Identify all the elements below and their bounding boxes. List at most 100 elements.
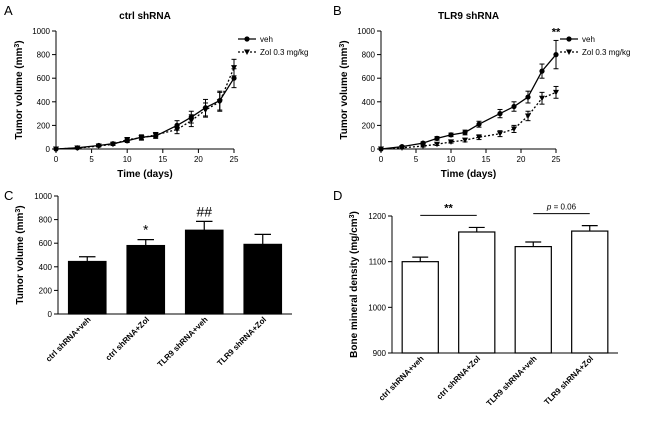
- y-tick-label: 1100: [369, 258, 387, 267]
- panel-letter-a: A: [4, 3, 13, 18]
- x-category-label: ctrl shRNA+veh: [377, 354, 426, 403]
- legend-entry: veh: [582, 35, 595, 44]
- x-category-label: ctrl shRNA+veh: [44, 315, 93, 364]
- legend-marker: [566, 49, 572, 55]
- data-point-zol: [53, 146, 59, 152]
- data-point-veh: [511, 103, 517, 110]
- y-tick-label: 200: [39, 286, 53, 295]
- data-point-zol: [420, 143, 426, 150]
- y-tick-label: 400: [362, 98, 376, 107]
- y-axis-label: Tumor volume (mm3): [15, 205, 27, 304]
- y-tick-label: 600: [39, 239, 53, 248]
- significance-annotation: ##: [196, 203, 212, 219]
- bar: [514, 245, 552, 354]
- x-category-label: TLR9 shRNA+Zol: [215, 315, 268, 368]
- bar: [458, 231, 496, 354]
- series-veh-line: [380, 54, 557, 150]
- y-tick-label: 1000: [368, 303, 386, 312]
- data-point-zol: [74, 145, 81, 152]
- x-tick-label: 15: [482, 155, 491, 164]
- data-point-zol: [138, 135, 145, 141]
- bar: [243, 243, 283, 315]
- y-tick-label: 0: [48, 310, 53, 319]
- panel-a-line-chart: 0 200 400 600 800 1000 0 5 10 15 20 25 ctrl shRNA Tim…: [14, 11, 309, 180]
- y-tick-label: 600: [37, 74, 51, 83]
- y-tick-label: 800: [37, 51, 51, 60]
- data-point-zol: [448, 139, 454, 145]
- x-axis-label: Time (days): [117, 169, 172, 180]
- x-category-label: TLR9 shRNA+Zol: [542, 354, 595, 407]
- chart-title: TLR9 shRNA: [438, 11, 499, 22]
- x-axis-label: Time (days): [441, 169, 496, 180]
- data-point-veh: [434, 135, 440, 141]
- y-tick-label: 400: [39, 263, 53, 272]
- y-tick-label: 1000: [357, 27, 375, 36]
- x-category-label: ctrl shRNA+Zol: [435, 354, 482, 401]
- data-point-zol: [95, 143, 102, 150]
- data-point-zol: [434, 141, 440, 148]
- data-point-zol: [152, 132, 159, 138]
- x-tick-label: 0: [54, 155, 59, 164]
- x-tick-label: 15: [158, 155, 167, 164]
- panel-letter-b: B: [333, 3, 342, 18]
- y-tick-label: 200: [362, 121, 376, 130]
- x-tick-label: 25: [230, 155, 239, 164]
- data-point-zol: [476, 134, 482, 141]
- legend-marker: [566, 36, 572, 42]
- bar: [184, 229, 224, 315]
- series-zol-line: [380, 91, 557, 150]
- x-tick-label: 10: [123, 155, 132, 164]
- data-point-veh: [539, 68, 545, 74]
- x-tick-label: 25: [552, 155, 561, 164]
- y-axis-label: Tumor volume (mm3): [14, 40, 26, 139]
- y-tick-label: 400: [37, 98, 51, 107]
- data-point-zol: [188, 118, 195, 124]
- x-tick-label: 5: [414, 155, 419, 164]
- x-category-label: ctrl shRNA+Zol: [104, 315, 151, 362]
- data-point-zol: [497, 131, 503, 137]
- legend-entry: Zol 0.3 mg/kg: [582, 48, 630, 57]
- legend-entry: Zol 0.3 mg/kg: [260, 48, 308, 57]
- significance-annotation: **: [444, 202, 453, 214]
- chart-title: ctrl shRNA: [119, 11, 171, 22]
- bar: [126, 244, 166, 315]
- panel-c-bar-chart: 0 200 400 600 800 1000 Tumor volume (mm3) ctrl …: [15, 192, 292, 369]
- y-tick-label: 900: [373, 349, 387, 358]
- y-tick-label: 800: [362, 51, 376, 60]
- bar: [67, 260, 107, 315]
- y-tick-label: 0: [371, 145, 376, 154]
- data-point-zol: [399, 145, 405, 151]
- data-point-veh: [462, 129, 468, 136]
- x-tick-label: 0: [379, 155, 384, 164]
- data-point-zol: [525, 113, 531, 119]
- data-point-zol: [462, 137, 468, 144]
- y-tick-label: 1200: [368, 212, 386, 221]
- x-tick-label: 10: [447, 155, 456, 164]
- data-point-veh: [231, 75, 237, 81]
- y-tick-label: 200: [37, 121, 51, 130]
- significance-annotation: **: [552, 26, 561, 38]
- y-tick-label: 600: [362, 74, 376, 83]
- y-tick-label: 0: [46, 145, 51, 154]
- data-point-veh: [497, 111, 503, 117]
- data-point-zol: [124, 137, 131, 143]
- legend-marker: [244, 36, 250, 42]
- data-point-veh: [553, 52, 559, 58]
- panel-d-bar-chart: 900 1000 1100 1200 Bone mineral density (mg/…: [349, 202, 618, 408]
- data-point-veh: [476, 121, 482, 127]
- x-tick-label: 5: [89, 155, 94, 164]
- y-tick-label: 1000: [32, 27, 50, 36]
- data-point-zol: [511, 126, 517, 132]
- panel-b-line-chart: 0 200 400 600 800 1000 0 5 10 15 20 25 TLR9 shRNA Tim…: [339, 11, 631, 180]
- x-tick-label: 20: [194, 155, 203, 164]
- x-tick-label: 20: [517, 155, 526, 164]
- y-axis-label: Bone mineral density (mg/cm3): [349, 211, 361, 358]
- data-point-zol: [109, 141, 116, 148]
- series-veh-line: [55, 77, 235, 150]
- data-point-veh: [525, 94, 531, 100]
- legend-marker: [244, 49, 250, 55]
- x-category-label: TLR9 shRNA+veh: [485, 354, 539, 408]
- x-category-label: TLR9 shRNA+veh: [156, 315, 210, 369]
- y-axis-label: Tumor volume (mm3): [339, 40, 351, 139]
